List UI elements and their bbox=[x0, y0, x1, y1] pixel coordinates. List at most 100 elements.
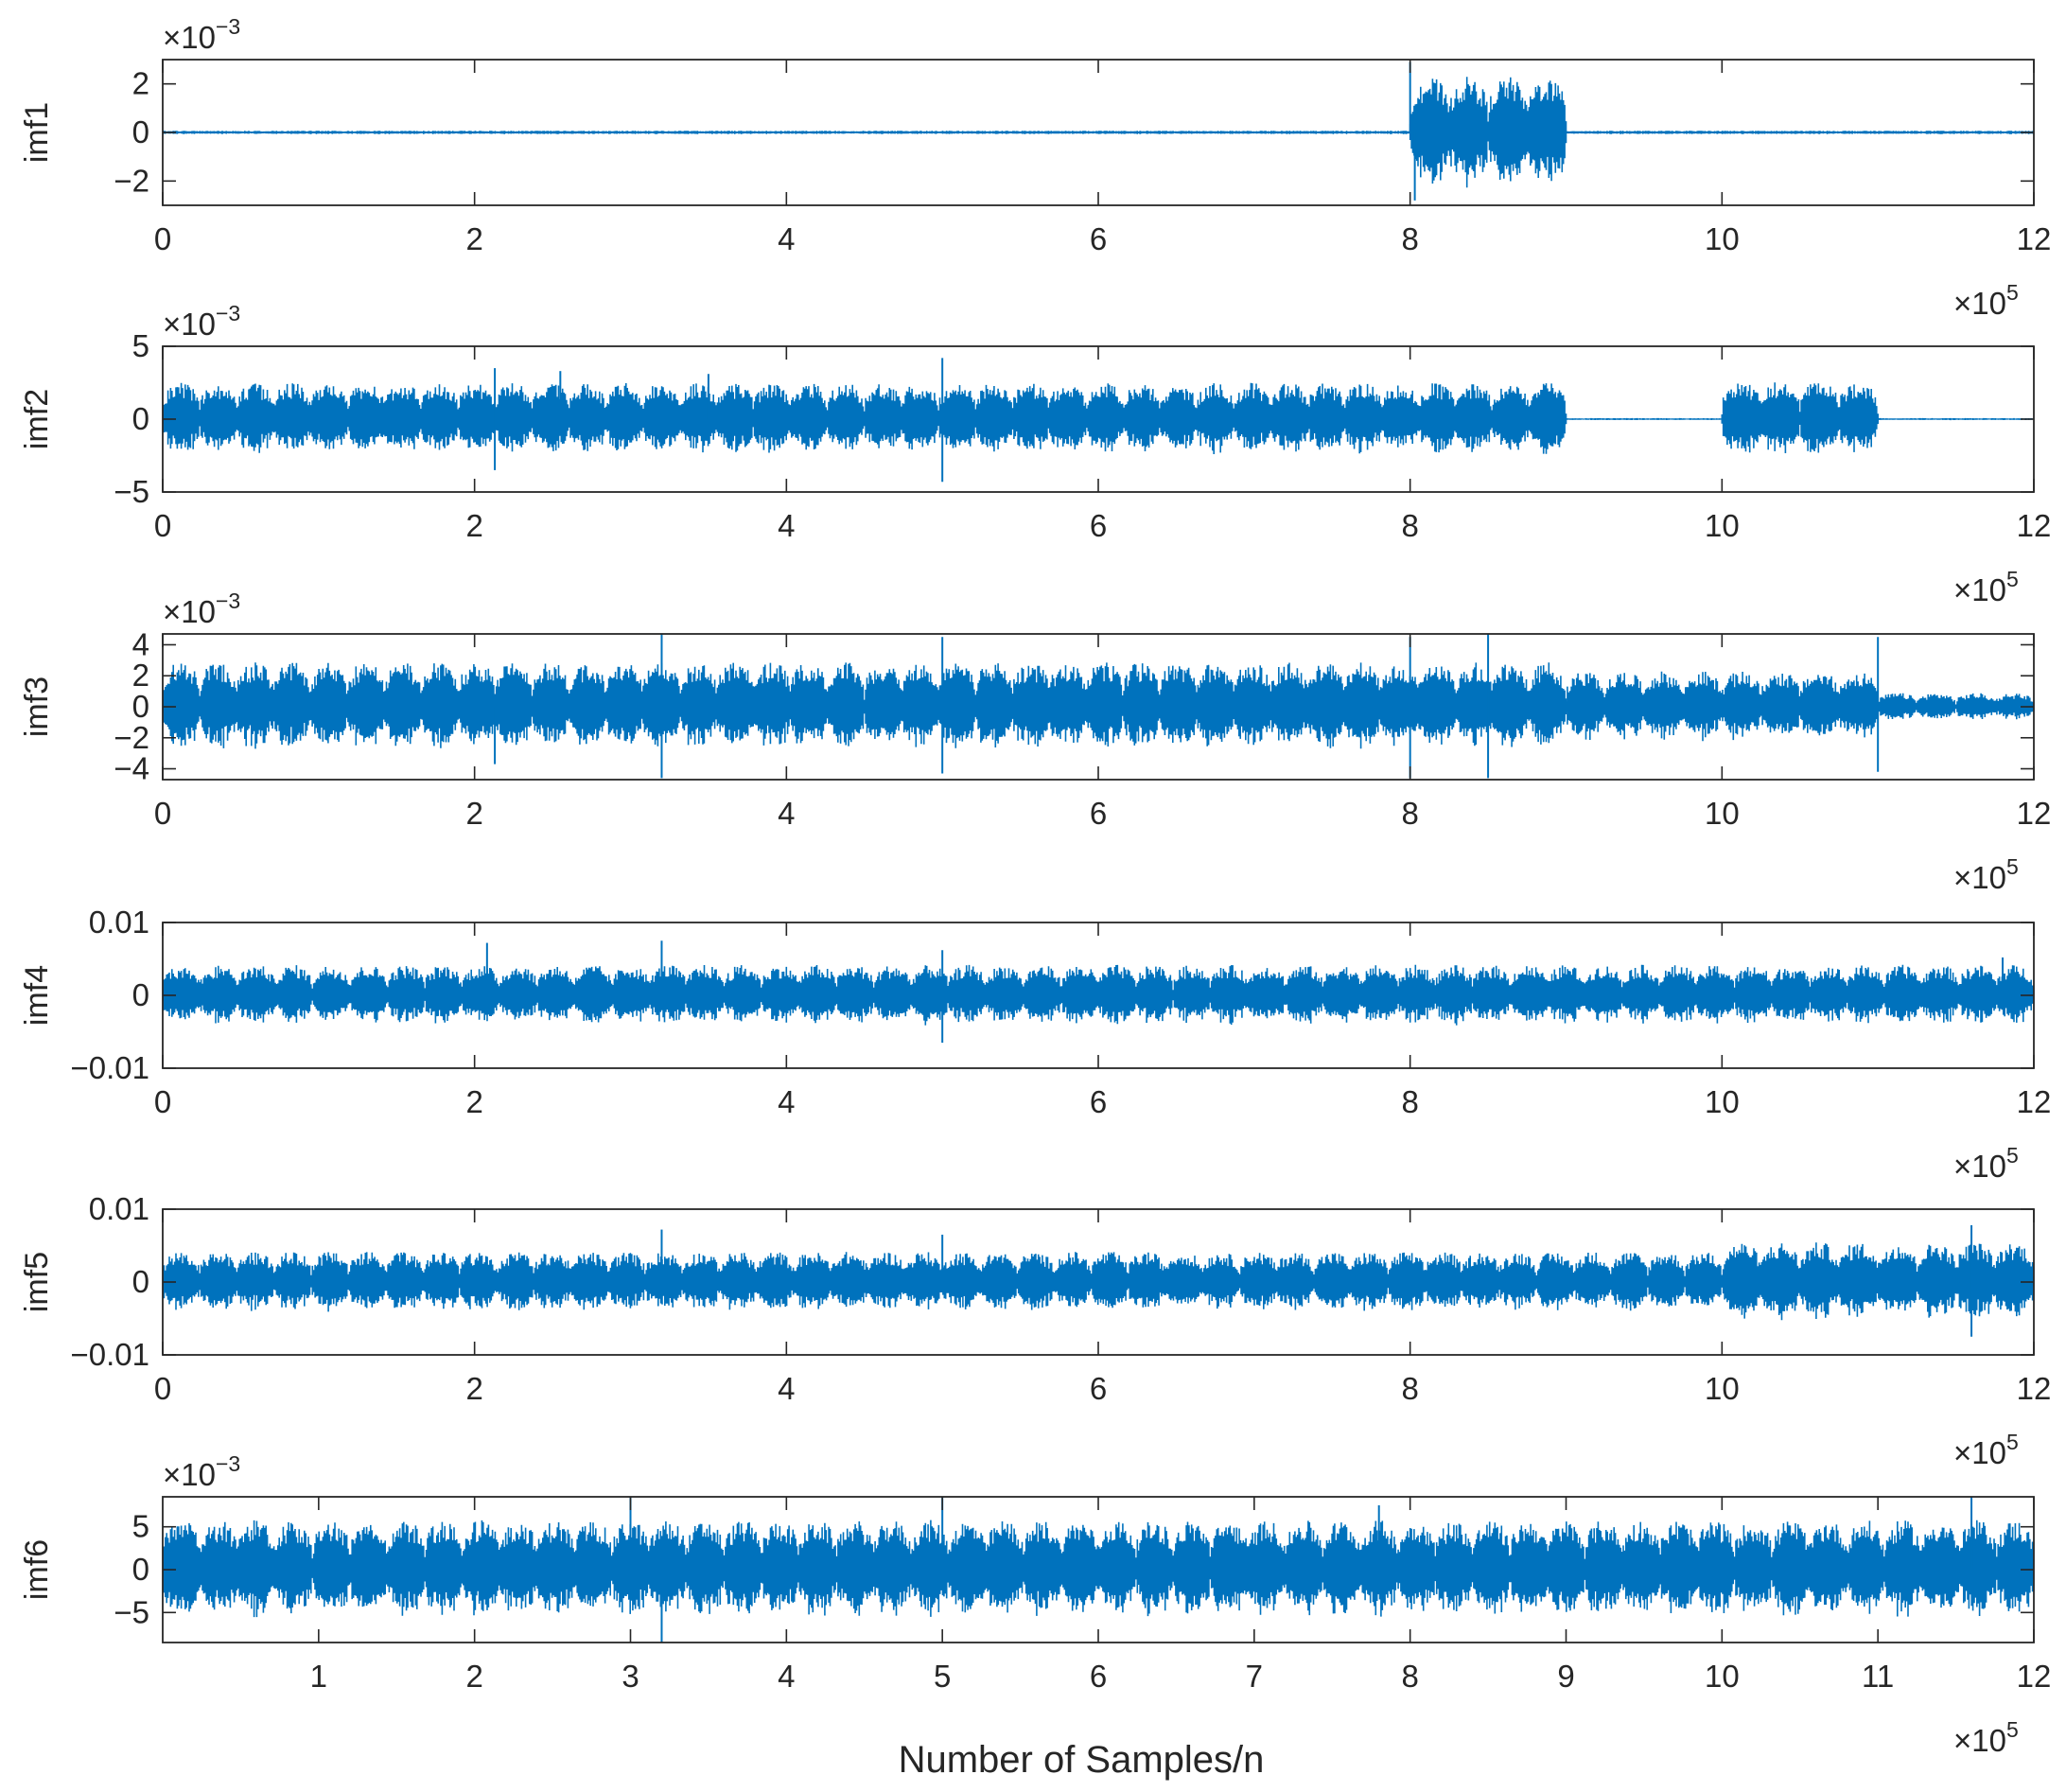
y-tick-label: 2 bbox=[132, 658, 149, 693]
x-tick-label: 6 bbox=[1090, 1084, 1107, 1119]
x-tick-label: 6 bbox=[1090, 796, 1107, 831]
x-tick-label: 0 bbox=[154, 221, 171, 256]
x-tick-label: 8 bbox=[1401, 1659, 1418, 1694]
series-imf1 bbox=[163, 61, 2034, 201]
series-imf5 bbox=[163, 1224, 2034, 1337]
x-tick-label: 8 bbox=[1401, 796, 1418, 831]
x-tick-label: 4 bbox=[778, 221, 795, 256]
signal-segment bbox=[163, 1520, 2034, 1618]
x-tick-label: 8 bbox=[1401, 508, 1418, 543]
signal-segment bbox=[1877, 693, 2034, 720]
x-tick-label: 2 bbox=[465, 796, 482, 831]
series-imf3 bbox=[163, 634, 2034, 779]
x-tick-label: 9 bbox=[1557, 1659, 1574, 1694]
x-tick-label: 10 bbox=[1705, 508, 1740, 543]
y-tick-label: −5 bbox=[114, 1594, 149, 1629]
x-tick-label: 2 bbox=[465, 508, 482, 543]
y-axis-label: imf6 bbox=[19, 1539, 55, 1600]
y-tick-label: −2 bbox=[114, 720, 149, 755]
x-tick-label: 8 bbox=[1401, 1084, 1418, 1119]
y-tick-label: 0 bbox=[132, 1552, 149, 1587]
y-tick-label: 5 bbox=[132, 1509, 149, 1544]
y-tick-label: −5 bbox=[114, 474, 149, 509]
x-tick-label: 5 bbox=[934, 1659, 951, 1694]
series-imf2 bbox=[163, 358, 2034, 483]
signal-segment bbox=[1565, 671, 1879, 742]
y-tick-label: 0.01 bbox=[89, 1191, 149, 1226]
series-imf4 bbox=[163, 940, 2034, 1044]
y-axis-label: imf2 bbox=[19, 389, 55, 449]
x-tick-label: 3 bbox=[622, 1659, 639, 1694]
x-tick-label: 4 bbox=[778, 1084, 795, 1119]
x-tick-label: 8 bbox=[1401, 1371, 1418, 1406]
y-tick-label: −0.01 bbox=[71, 1337, 150, 1372]
x-tick-label: 12 bbox=[2017, 1084, 2052, 1119]
x-tick-label: 6 bbox=[1090, 1659, 1107, 1694]
x-tick-label: 10 bbox=[1705, 796, 1740, 831]
x-tick-label: 0 bbox=[154, 796, 171, 831]
x-tick-label: 2 bbox=[465, 221, 482, 256]
x-tick-label: 12 bbox=[2017, 221, 2052, 256]
x-tick-label: 10 bbox=[1705, 1371, 1740, 1406]
y-tick-label: 0 bbox=[132, 689, 149, 724]
x-tick-label: 12 bbox=[2017, 1371, 2052, 1406]
y-tick-label: 4 bbox=[132, 626, 149, 661]
y-axis-label: imf4 bbox=[19, 965, 55, 1026]
x-tick-label: 12 bbox=[2017, 796, 2052, 831]
y-tick-label: 0 bbox=[132, 401, 149, 436]
y-tick-label: 0.01 bbox=[89, 905, 149, 940]
signal-segment bbox=[1721, 1242, 2034, 1321]
y-tick-label: 0 bbox=[132, 1264, 149, 1299]
signal-segment bbox=[1565, 131, 2034, 134]
x-tick-label: 8 bbox=[1401, 221, 1418, 256]
signal-segment bbox=[163, 131, 1411, 134]
x-tick-label: 2 bbox=[465, 1659, 482, 1694]
x-tick-label: 4 bbox=[778, 508, 795, 543]
x-tick-label: 1 bbox=[310, 1659, 327, 1694]
x-exponent-label: ×105 bbox=[1953, 567, 2019, 607]
x-tick-label: 2 bbox=[465, 1371, 482, 1406]
x-tick-label: 4 bbox=[778, 1659, 795, 1694]
y-exponent-label: ×10−3 bbox=[163, 1451, 240, 1492]
y-tick-label: 2 bbox=[132, 66, 149, 101]
x-exponent-label: ×105 bbox=[1953, 854, 2019, 895]
y-axis-label: imf3 bbox=[19, 676, 55, 737]
y-tick-label: 0 bbox=[132, 977, 149, 1012]
x-exponent-label: ×105 bbox=[1953, 280, 2019, 321]
y-tick-label: −0.01 bbox=[71, 1050, 150, 1085]
y-tick-label: −2 bbox=[114, 163, 149, 198]
y-axis-label: imf1 bbox=[19, 102, 55, 163]
x-tick-label: 6 bbox=[1090, 1371, 1107, 1406]
x-tick-label: 10 bbox=[1705, 1084, 1740, 1119]
x-tick-label: 0 bbox=[154, 1371, 171, 1406]
x-tick-label: 6 bbox=[1090, 508, 1107, 543]
y-exponent-label: ×10−3 bbox=[163, 589, 240, 629]
x-tick-label: 0 bbox=[154, 1084, 171, 1119]
y-tick-label: 0 bbox=[132, 114, 149, 149]
x-tick-label: 0 bbox=[154, 508, 171, 543]
signal-segment bbox=[163, 1252, 1724, 1312]
series-imf6 bbox=[163, 1497, 2034, 1643]
x-tick-label: 12 bbox=[2017, 508, 2052, 543]
x-exponent-label: ×105 bbox=[1953, 1143, 2019, 1184]
y-exponent-label: ×10−3 bbox=[163, 301, 240, 342]
x-axis-label: Number of Samples/n bbox=[899, 1739, 1265, 1781]
x-tick-label: 12 bbox=[2017, 1659, 2052, 1694]
x-tick-label: 7 bbox=[1246, 1659, 1263, 1694]
x-exponent-label: ×105 bbox=[1953, 1430, 2019, 1470]
x-exponent-label: ×105 bbox=[1953, 1717, 2019, 1758]
y-tick-label: 5 bbox=[132, 328, 149, 363]
x-tick-label: 11 bbox=[1862, 1659, 1894, 1694]
x-tick-label: 6 bbox=[1090, 221, 1107, 256]
x-tick-label: 10 bbox=[1705, 221, 1740, 256]
y-tick-label: −4 bbox=[114, 751, 149, 786]
